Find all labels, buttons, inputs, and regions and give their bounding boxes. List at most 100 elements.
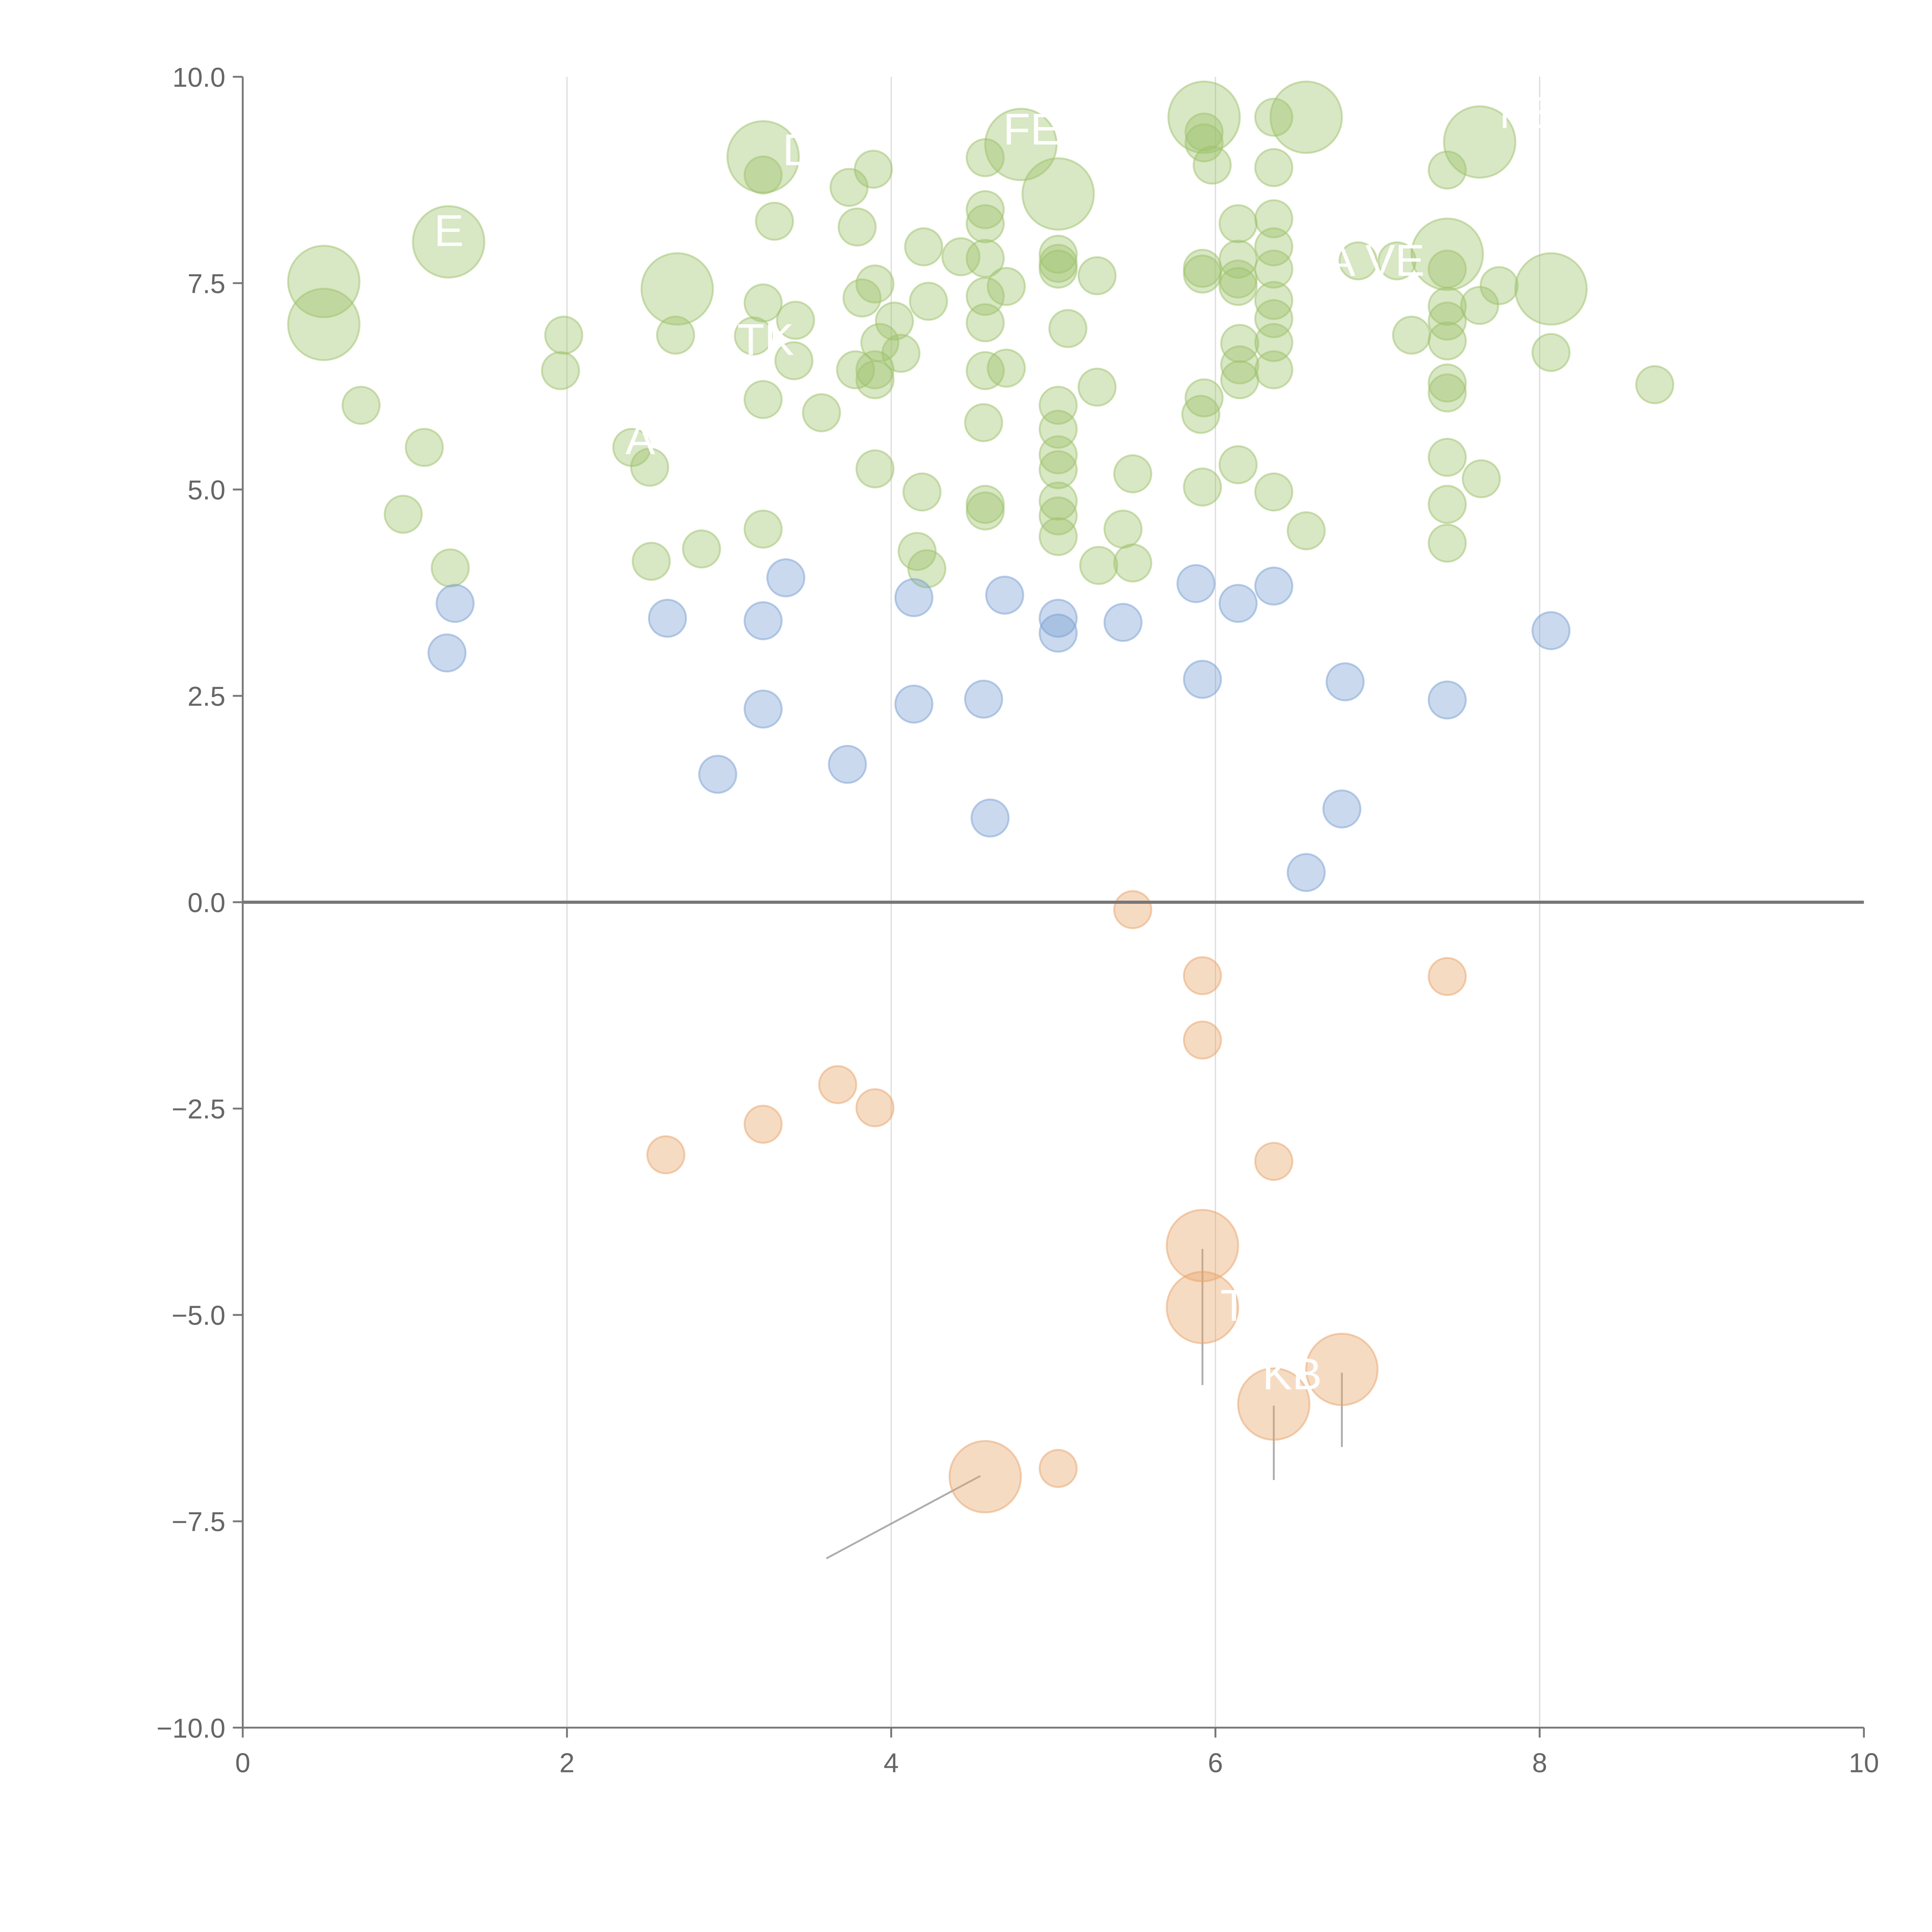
data-point-mid xyxy=(1183,660,1222,699)
data-point-high xyxy=(1269,80,1343,154)
data-point-high xyxy=(743,380,783,419)
data-point-high xyxy=(1254,148,1294,187)
data-point-high xyxy=(1218,240,1258,279)
data-point-low xyxy=(818,1065,857,1104)
data-point-high xyxy=(1077,256,1117,296)
data-point-high xyxy=(1377,241,1417,281)
data-point-high xyxy=(1392,315,1431,355)
y-tick-label: −5.0 xyxy=(172,1300,225,1331)
data-point-high xyxy=(966,204,1005,243)
data-point-high xyxy=(1039,496,1078,536)
data-point-high xyxy=(640,252,714,326)
point-label: NE xyxy=(1499,88,1561,138)
data-point-high xyxy=(631,542,671,581)
data-point-high xyxy=(1079,546,1118,585)
data-point-high xyxy=(802,393,841,432)
data-point-low xyxy=(1166,1270,1239,1344)
data-point-high xyxy=(1254,323,1294,362)
data-point-high xyxy=(1254,97,1294,137)
data-point-high xyxy=(1427,524,1467,563)
data-point-high xyxy=(966,190,1005,230)
data-point-high xyxy=(1480,266,1519,305)
data-point-high xyxy=(1254,227,1294,267)
data-point-high xyxy=(1039,517,1078,556)
data-point-high xyxy=(1220,360,1259,400)
point-label: D xyxy=(782,125,815,175)
point-label: A VE xyxy=(1326,236,1425,286)
data-point-high xyxy=(904,227,943,267)
y-tick-label: 2.5 xyxy=(187,681,225,712)
data-point-high xyxy=(1077,367,1117,407)
data-point-high xyxy=(909,282,948,321)
data-point-high xyxy=(966,351,1005,390)
data-point-high xyxy=(1427,438,1467,477)
data-point-high xyxy=(1427,150,1467,190)
data-point-mid xyxy=(1103,603,1143,642)
data-point-high xyxy=(1021,157,1095,231)
data-point-mid xyxy=(1254,566,1294,606)
data-point-high xyxy=(1254,299,1294,338)
data-point-high xyxy=(734,316,773,355)
data-point-low xyxy=(1166,1209,1239,1282)
data-point-mid xyxy=(1325,662,1365,702)
data-point-high xyxy=(743,155,783,195)
data-point-high xyxy=(986,349,1026,388)
data-point-high xyxy=(966,138,1005,177)
data-point-mid xyxy=(1218,584,1258,623)
data-point-low xyxy=(1183,956,1222,995)
data-point-high xyxy=(1218,267,1258,306)
y-tick-label: 7.5 xyxy=(187,268,225,299)
data-points xyxy=(287,80,1674,1514)
y-tick-label: 10.0 xyxy=(172,62,225,92)
data-point-high xyxy=(1103,509,1143,549)
data-point-high xyxy=(743,283,783,323)
x-tick-label: 0 xyxy=(235,1748,250,1778)
data-point-high xyxy=(1184,123,1224,163)
data-point-high xyxy=(656,315,695,355)
data-point-high xyxy=(1462,459,1501,498)
data-point-mid xyxy=(1039,614,1078,653)
data-point-high xyxy=(1427,485,1467,524)
data-point-high xyxy=(341,386,381,425)
data-point-high xyxy=(966,491,1005,531)
data-point-high xyxy=(1039,435,1078,474)
data-point-high xyxy=(430,548,470,588)
data-point-high xyxy=(1427,301,1467,341)
data-point-mid xyxy=(985,575,1024,615)
data-point-mid xyxy=(648,599,687,638)
data-point-high xyxy=(541,351,580,390)
data-point-mid xyxy=(1039,599,1078,638)
data-point-mid xyxy=(894,684,934,724)
data-point-high xyxy=(1220,345,1259,384)
data-point-high xyxy=(1039,450,1078,490)
data-point-mid xyxy=(1427,680,1467,720)
data-point-mid xyxy=(1176,564,1216,603)
data-point-high xyxy=(774,341,814,381)
x-tick-label: 6 xyxy=(1208,1748,1223,1778)
data-point-high xyxy=(902,472,942,512)
data-point-high xyxy=(837,207,877,247)
point-label: E xyxy=(434,206,464,256)
y-tick-label: −10.0 xyxy=(156,1713,225,1743)
data-point-mid xyxy=(964,679,1003,719)
data-point-high xyxy=(1184,378,1224,418)
point-label: TK xyxy=(737,315,794,365)
axes: 0 2 4 6 8 10 10.0 7.5 5.0 2.5 0.0 −2.5 −5.0 −7.5 −10.0 xyxy=(156,62,1879,1778)
x-tick-label: 4 xyxy=(884,1748,899,1778)
data-point-high xyxy=(855,449,895,488)
data-point-high xyxy=(1218,445,1258,485)
data-point-low xyxy=(1039,1449,1078,1488)
data-point-mid xyxy=(698,755,737,794)
point-label: A xyxy=(625,414,655,464)
data-point-low xyxy=(1254,1142,1294,1181)
data-point-mid xyxy=(1531,611,1571,650)
data-point-mid xyxy=(1322,789,1362,829)
data-point-low xyxy=(1305,1333,1379,1406)
data-point-high xyxy=(1254,350,1294,389)
point-label: KB xyxy=(1262,1349,1322,1399)
point-labels: E D FE A VE NE TK A T KB xyxy=(434,88,1561,1399)
data-point-high xyxy=(287,245,361,318)
data-point-high xyxy=(855,264,895,304)
data-point-mid xyxy=(1286,853,1326,892)
